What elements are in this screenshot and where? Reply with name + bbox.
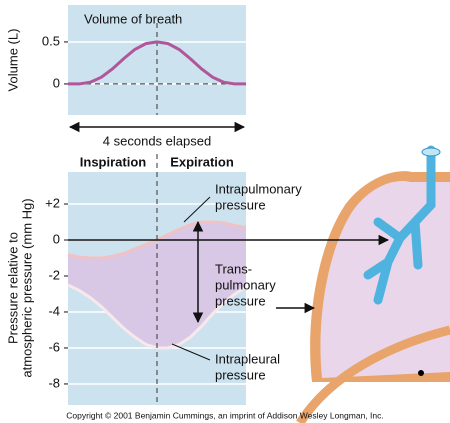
y-tick-label: -4 — [48, 303, 60, 318]
y-tick-label: -2 — [48, 267, 60, 282]
y-tick-label: +2 — [45, 195, 60, 210]
y-tick-label: -8 — [48, 375, 60, 390]
leader-line — [171, 343, 211, 361]
y-axis-label: Pressure relative to — [5, 232, 20, 344]
span-label: 4 seconds elapsed — [103, 133, 211, 148]
phase-label: Expiration — [170, 154, 234, 169]
chart-title: Volume of breath — [84, 11, 182, 26]
volume-line — [68, 40, 246, 86]
y-axis-label: Volume (L) — [5, 29, 20, 92]
annotation: pressure — [215, 293, 266, 308]
copyright: Copyright © 2001 Benjamin Cummings, an i… — [66, 410, 383, 420]
lung-illustration — [296, 145, 450, 423]
y-axis-label: atmospheric pressure (mm Hg) — [19, 198, 34, 377]
annotation: Intrapleural — [215, 351, 280, 366]
y-tick-label: 0.5 — [42, 33, 60, 48]
annotation: Intrapulmonary — [215, 181, 302, 196]
phase-label: Inspiration — [80, 154, 147, 169]
annotation: Trans- — [215, 261, 252, 276]
y-tick-label: 0 — [53, 231, 60, 246]
leader-line — [183, 196, 211, 223]
annotation: pulmonary — [215, 277, 276, 292]
y-tick-label: 0 — [53, 75, 60, 90]
y-tick-label: -6 — [48, 339, 60, 354]
annotation: pressure — [215, 367, 266, 382]
annotation: pressure — [215, 197, 266, 212]
